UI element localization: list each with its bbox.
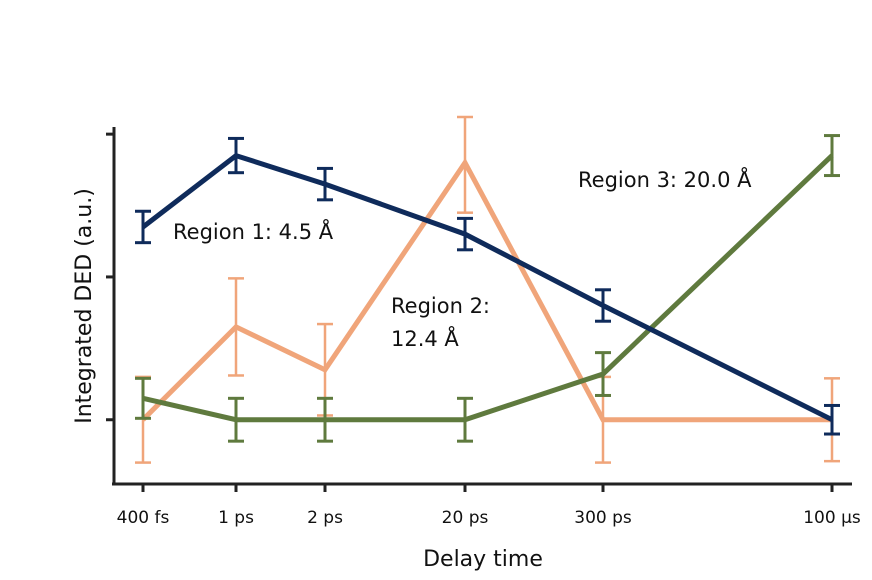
annotation-region-2-line-1: Region 2: [391,294,490,318]
series-layer [135,115,840,464]
series-line [142,153,834,423]
x-tick-label: 20 ps [442,508,489,528]
series-1 [135,136,840,436]
y-ticks [106,132,114,422]
series-line [141,157,832,423]
annotation-region-2-line-2: 12.4 Å [391,325,459,351]
x-axis-label: Delay time [423,547,543,572]
series-line [141,152,834,422]
series-3 [135,134,840,443]
annotation-region-3: Region 3: 20.0 Å [578,166,752,192]
x-tick-label: 300 ps [574,508,632,528]
x-tick-label: 2 ps [307,508,343,528]
x-tick-label: 400 fs [117,508,170,528]
x-tick-label: 1 ps [218,508,254,528]
x-ticks: 400 fs 1 ps 2 ps 20 ps 300 ps 100 μs [117,484,861,528]
x-tick-label: 100 μs [803,508,861,528]
y-axis-label: Integrated DED (a.u.) [72,188,97,424]
annotation-region-1: Region 1: 4.5 Å [173,218,334,244]
